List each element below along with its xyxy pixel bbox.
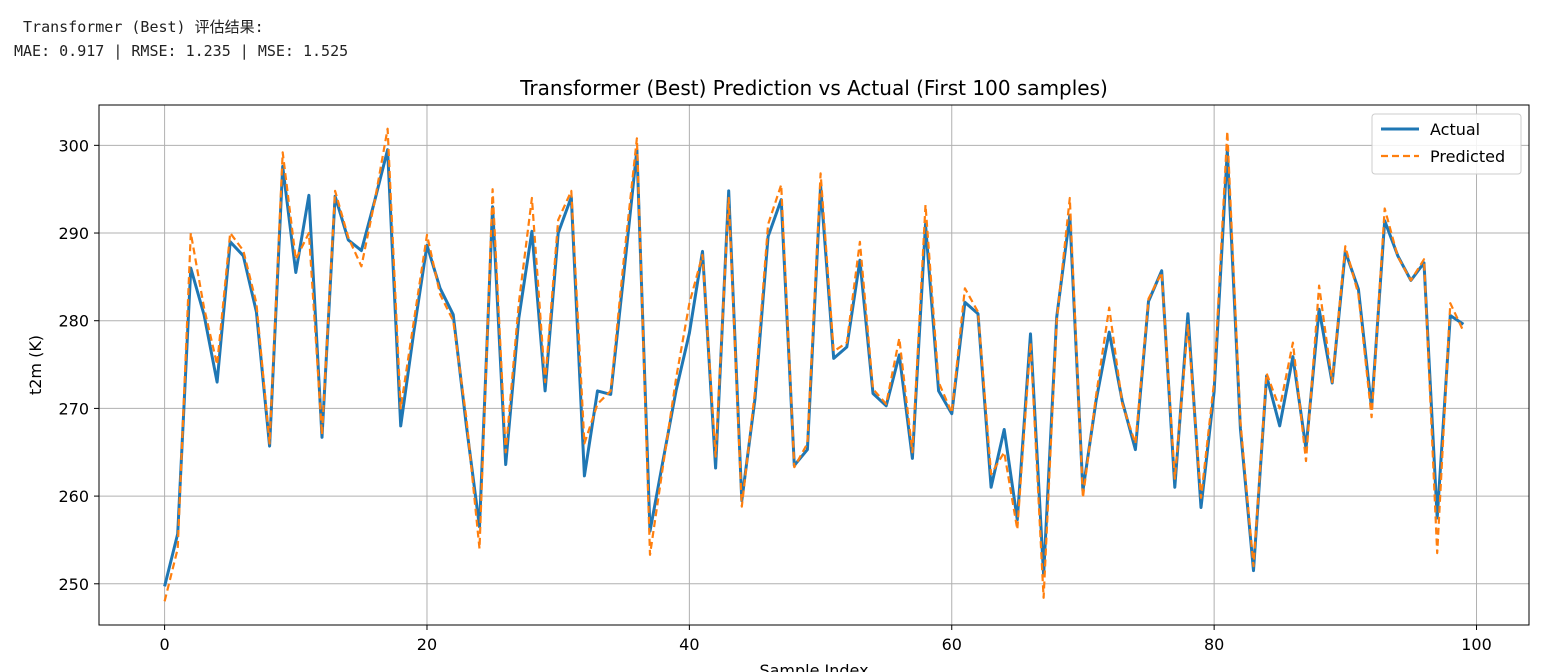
x-tick-label: 100 <box>1461 635 1492 654</box>
legend-label-actual: Actual <box>1430 120 1480 139</box>
plot-frame <box>98 104 1530 626</box>
chart-title: Transformer (Best) Prediction vs Actual … <box>519 76 1108 100</box>
x-tick-label: 20 <box>417 635 437 654</box>
series-line-actual <box>163 148 1465 587</box>
series-line-predicted <box>163 127 1465 602</box>
x-tick-label: 40 <box>679 635 699 654</box>
x-tick-label: 80 <box>1204 635 1224 654</box>
grid <box>99 105 1529 625</box>
y-tick-label: 270 <box>58 399 89 418</box>
y-tick-label: 250 <box>58 575 89 594</box>
x-axis-label: Sample Index <box>759 661 868 672</box>
y-tick-label: 280 <box>58 312 89 331</box>
metrics-text: MAE: 0.917 | RMSE: 1.235 | MSE: 1.525 <box>14 42 349 60</box>
legend-label-predicted: Predicted <box>1430 147 1505 166</box>
y-tick-label: 300 <box>58 136 89 155</box>
y-tick-label: 260 <box>58 487 89 506</box>
y-axis-label: t2m (K) <box>26 335 45 395</box>
x-tick-label: 0 <box>160 635 170 654</box>
series-layer <box>163 127 1465 602</box>
y-tick-label: 290 <box>58 224 89 243</box>
ticks: 0 20 40 60 80 100 250 260 270 280 290 300 <box>58 136 1491 654</box>
output-header: Transformer (Best) 评估结果: <box>14 18 264 36</box>
x-tick-label: 60 <box>942 635 962 654</box>
legend: Actual Predicted <box>1371 113 1522 175</box>
